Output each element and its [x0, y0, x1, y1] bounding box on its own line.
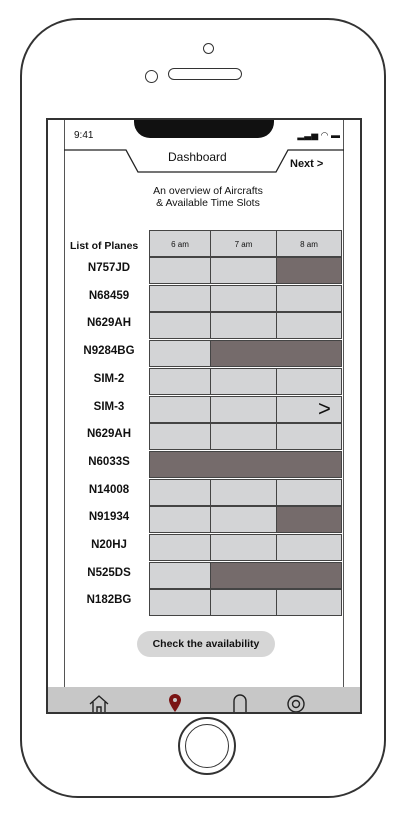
planes-column-header: List of Planes	[70, 240, 139, 252]
available-slot[interactable]	[210, 312, 277, 340]
booked-slot	[210, 340, 342, 368]
available-slot[interactable]	[149, 257, 211, 284]
plane-label[interactable]: N68459	[88, 289, 130, 302]
at-icon[interactable]	[286, 694, 306, 714]
available-slot[interactable]	[149, 340, 211, 368]
notch	[134, 120, 274, 138]
plane-label[interactable]: N9284BG	[83, 345, 135, 358]
home-icon[interactable]	[88, 694, 110, 714]
time-slot-header: 8 am	[276, 230, 342, 257]
check-availability-button[interactable]: Check the availability	[137, 631, 275, 657]
plane-label[interactable]: N757JD	[87, 262, 131, 274]
plane-label[interactable]: SIM-3	[93, 400, 125, 413]
available-slot[interactable]	[210, 284, 277, 312]
available-slot[interactable]	[276, 284, 342, 312]
available-slot[interactable]	[210, 423, 277, 451]
available-slot[interactable]	[276, 534, 342, 561]
available-slot[interactable]	[276, 395, 342, 423]
plane-label[interactable]: N91934	[88, 511, 130, 524]
booked-slot	[276, 506, 342, 534]
plane-label[interactable]: SIM-2	[93, 372, 125, 385]
available-slot[interactable]	[149, 478, 211, 506]
time-slot-header: 6 am	[149, 230, 211, 257]
screen: 9:41 ▂▃▅ ◠ ▬ Dashboard Next > An overvie…	[46, 118, 362, 714]
available-slot[interactable]	[149, 561, 211, 589]
available-slot[interactable]	[210, 257, 277, 284]
available-slot[interactable]	[210, 506, 277, 534]
page-subtitle: An overview of Aircrafts & Available Tim…	[153, 185, 263, 209]
header-outline	[64, 149, 344, 173]
plane-label[interactable]: N525DS	[87, 566, 131, 579]
page-title: Dashboard	[168, 150, 227, 164]
status-icons: ▂▃▅ ◠ ▬	[297, 130, 340, 140]
available-slot[interactable]	[210, 367, 277, 395]
available-slot[interactable]	[149, 423, 211, 451]
bell-icon[interactable]	[232, 693, 248, 713]
available-slot[interactable]	[276, 478, 342, 506]
tab-bar	[48, 687, 360, 712]
plane-label[interactable]: N20HJ	[91, 539, 127, 551]
location-pin-icon[interactable]	[168, 693, 182, 713]
available-slot[interactable]	[149, 506, 211, 534]
available-slot[interactable]	[149, 284, 211, 312]
available-slot[interactable]	[210, 589, 277, 617]
available-slot[interactable]	[149, 395, 211, 423]
sensor-icon	[145, 70, 158, 83]
available-slot[interactable]	[149, 312, 211, 340]
time-slot-header: 7 am	[210, 230, 277, 257]
next-button[interactable]: Next >	[290, 158, 324, 170]
available-slot[interactable]	[210, 534, 277, 561]
speaker-icon	[168, 68, 242, 80]
available-slot[interactable]	[149, 589, 211, 617]
plane-label[interactable]: N14008	[88, 483, 130, 496]
status-time: 9:41	[74, 130, 94, 141]
booked-slot	[276, 257, 342, 284]
available-slot[interactable]	[276, 367, 342, 395]
plane-label[interactable]: N6033S	[88, 455, 130, 468]
available-slot[interactable]	[276, 589, 342, 617]
available-slot[interactable]	[276, 312, 342, 340]
booked-slot	[210, 561, 342, 589]
available-slot[interactable]	[210, 478, 277, 506]
scroll-right-icon[interactable]: >	[318, 396, 331, 421]
plane-label[interactable]: N629AH	[86, 317, 132, 330]
app-viewport	[64, 120, 344, 712]
booked-slot	[149, 450, 342, 478]
available-slot[interactable]	[149, 367, 211, 395]
plane-label[interactable]: N629AH	[86, 428, 132, 441]
available-slot[interactable]	[276, 423, 342, 451]
available-slot[interactable]	[149, 534, 211, 561]
camera-icon	[203, 43, 214, 54]
plane-label[interactable]: N182BG	[86, 594, 132, 607]
home-hardware-button[interactable]	[178, 717, 236, 775]
available-slot[interactable]	[210, 395, 277, 423]
